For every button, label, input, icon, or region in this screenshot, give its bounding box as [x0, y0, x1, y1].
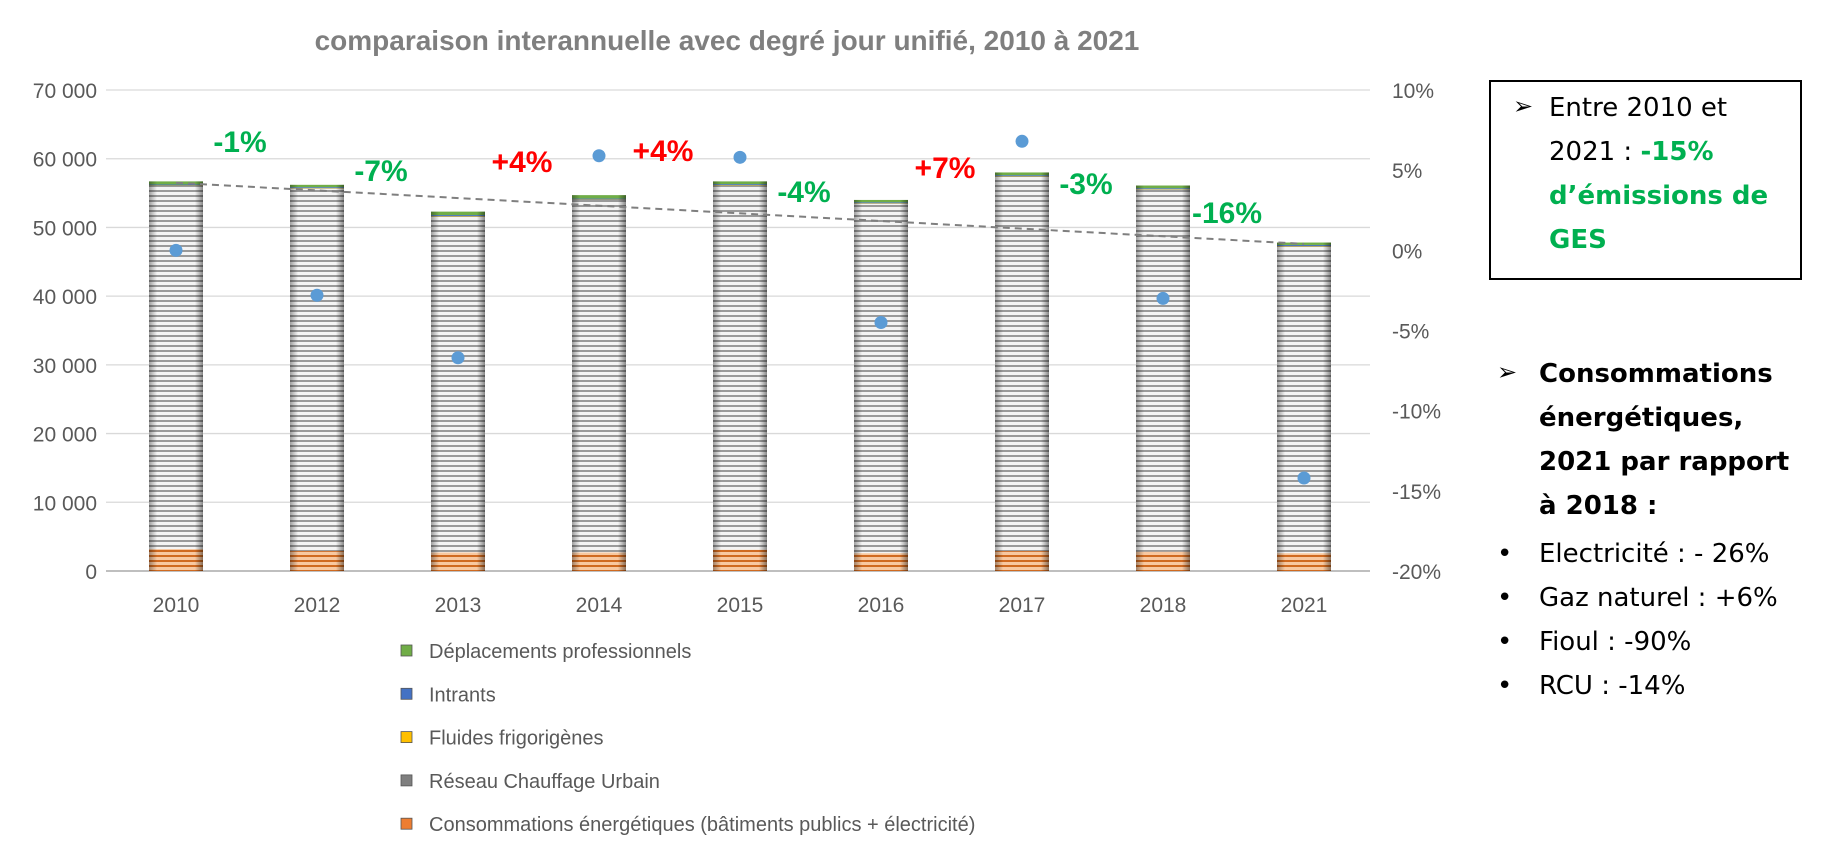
- summary-line-4: GES: [1549, 225, 1607, 255]
- bar-shading: [149, 181, 203, 571]
- summary-box: ➢ Entre 2010 et 2021 : -15% d’émissions …: [1489, 80, 1802, 280]
- scatter-point: [1015, 134, 1029, 148]
- variation-label: -4%: [777, 176, 830, 209]
- legend-swatch: [400, 731, 413, 743]
- y-right-tick-label: -5%: [1392, 321, 1429, 344]
- x-tick-label: 2021: [1281, 594, 1328, 617]
- y-right-tick-label: -15%: [1392, 481, 1441, 504]
- x-tick-label: 2012: [294, 594, 341, 617]
- x-tick-label: 2017: [999, 594, 1046, 617]
- scatter-point: [310, 288, 324, 302]
- energy-heading-line: 2021 par rapport: [1539, 447, 1790, 477]
- bar-shading: [431, 211, 485, 572]
- y-right-tick-label: -10%: [1392, 401, 1441, 424]
- y-left-tick-label: 70 000: [33, 80, 97, 103]
- bullet-icon: •: [1497, 627, 1513, 657]
- y-left-tick-label: 10 000: [33, 492, 97, 515]
- legend-swatch: [400, 817, 413, 830]
- y-left-tick-label: 60 000: [33, 149, 97, 172]
- energy-heading: Consommations énergétiques, 2021 par rap…: [1539, 352, 1789, 528]
- bar-shading: [1136, 185, 1190, 571]
- legend-label: Fluides frigorigènes: [429, 728, 604, 750]
- list-item-text: RCU : -14%: [1539, 671, 1686, 701]
- variation-label: -7%: [354, 155, 407, 188]
- list-item-text: Electricité : - 26%: [1539, 539, 1770, 569]
- legend-label: Déplacements professionnels: [429, 641, 691, 663]
- bullet-icon: •: [1497, 583, 1513, 613]
- scatter-point: [874, 315, 888, 329]
- scatter-point: [451, 351, 465, 365]
- scatter-point: [1297, 471, 1311, 485]
- legend-swatch: [400, 644, 413, 657]
- list-item-text: Fioul : -90%: [1539, 627, 1692, 657]
- summary-line-3: d’émissions de: [1549, 181, 1769, 211]
- chart-title: comparaison interannuelle avec degré jou…: [315, 25, 1140, 56]
- y-right-tick-label: 0%: [1392, 240, 1422, 263]
- energy-heading-line: à 2018 :: [1539, 491, 1658, 521]
- list-item-text: Gaz naturel : +6%: [1539, 583, 1778, 613]
- y-right-tick-label: -20%: [1392, 561, 1441, 584]
- x-tick-label: 2018: [1140, 594, 1187, 617]
- x-tick-label: 2015: [717, 594, 764, 617]
- summary-percentage: -15%: [1640, 137, 1714, 167]
- x-tick-label: 2016: [858, 594, 905, 617]
- summary-line-2: 2021 :: [1549, 137, 1641, 167]
- variation-label: -1%: [213, 126, 266, 159]
- legend-label: Intrants: [429, 684, 496, 706]
- y-right-tick-label: 5%: [1392, 160, 1422, 183]
- legend-label: Consommations énergétiques (bâtiments pu…: [429, 814, 975, 836]
- y-left-tick-label: 40 000: [33, 286, 97, 309]
- x-tick-label: 2014: [576, 594, 623, 617]
- bullet-icon: •: [1497, 671, 1513, 701]
- energy-heading-line: Consommations: [1539, 359, 1773, 389]
- scatter-point: [169, 243, 183, 257]
- y-left-tick-label: 0: [85, 561, 97, 584]
- bullet-icon: •: [1497, 539, 1513, 569]
- x-tick-label: 2010: [153, 594, 200, 617]
- variation-label: -16%: [1192, 197, 1262, 230]
- variation-label: +4%: [492, 146, 553, 179]
- legend-label: Réseau Chauffage Urbain: [429, 771, 660, 793]
- energy-heading-line: énergétiques,: [1539, 403, 1744, 433]
- variation-label: +7%: [915, 152, 976, 185]
- arrow-bullet-icon: ➢: [1497, 359, 1518, 386]
- list-item: • RCU : -14%: [1497, 664, 1778, 708]
- arrow-bullet-icon: ➢: [1513, 93, 1534, 120]
- energy-list: • Electricité : - 26% • Gaz naturel : +6% …: [1497, 532, 1778, 708]
- trendline: [175, 181, 1305, 245]
- y-left-tick-label: 30 000: [33, 355, 97, 378]
- scatter-point: [733, 150, 747, 164]
- scatter-point: [1156, 291, 1170, 305]
- bar-shading: [290, 184, 344, 571]
- variation-label: -3%: [1059, 168, 1112, 201]
- legend-swatch: [400, 687, 413, 700]
- list-item: • Electricité : - 26%: [1497, 532, 1778, 576]
- x-tick-label: 2013: [435, 594, 482, 617]
- bar-shading: [1277, 242, 1331, 571]
- scatter-point: [592, 149, 606, 163]
- bar-shading: [572, 195, 626, 571]
- list-item: • Fioul : -90%: [1497, 620, 1778, 664]
- summary-line-1: Entre 2010 et: [1549, 93, 1728, 123]
- bar-shading: [995, 172, 1049, 571]
- bar-shading: [854, 199, 908, 571]
- legend-swatch: [400, 774, 413, 787]
- bar-shading: [713, 181, 767, 571]
- y-left-tick-label: 50 000: [33, 217, 97, 240]
- list-item: • Gaz naturel : +6%: [1497, 576, 1778, 620]
- variation-label: +4%: [633, 135, 694, 168]
- y-right-tick-label: 10%: [1392, 80, 1434, 103]
- y-left-tick-label: 20 000: [33, 424, 97, 447]
